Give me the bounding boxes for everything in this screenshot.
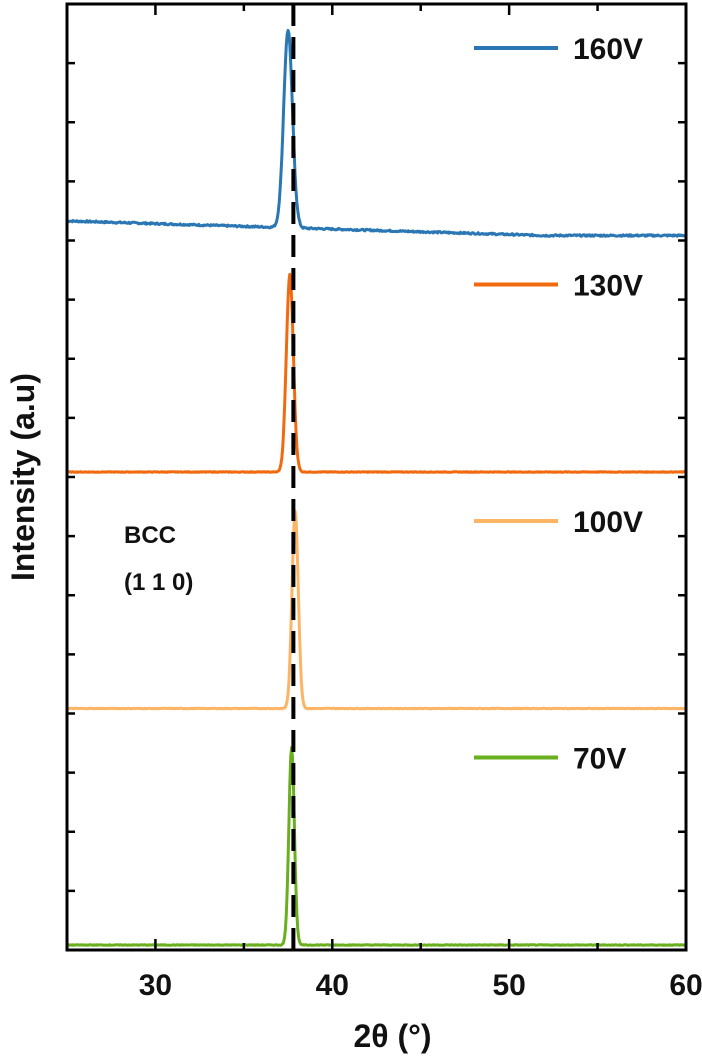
x-tick-labels: 30 40 50 60: [139, 969, 702, 1002]
axis-ticks: [65, 4, 688, 950]
annotation-bcc: BCC: [124, 522, 176, 549]
legend: 160V 130V 100V 70V: [474, 33, 643, 776]
series-traces: [66, 28, 687, 947]
trace-130V: [66, 272, 687, 474]
x-tick-label: 40: [316, 969, 349, 1002]
plot-frame: [65, 2, 688, 952]
trace-70V: [66, 746, 687, 947]
x-axis-title: 2θ (°): [353, 1018, 431, 1054]
legend-label-70V: 70V: [573, 743, 626, 776]
legend-label-160V: 160V: [573, 33, 643, 66]
legend-label-100V: 100V: [573, 506, 643, 539]
y-axis-title: Intensity (a.u): [5, 373, 41, 581]
legend-label-130V: 130V: [573, 270, 643, 303]
x-tick-label: 30: [139, 969, 172, 1002]
annotation-hkl: (1 1 0): [124, 569, 193, 596]
trace-160V: [66, 28, 687, 238]
trace-100V: [66, 509, 687, 711]
x-tick-label: 60: [669, 969, 702, 1002]
x-tick-label: 50: [492, 969, 525, 1002]
